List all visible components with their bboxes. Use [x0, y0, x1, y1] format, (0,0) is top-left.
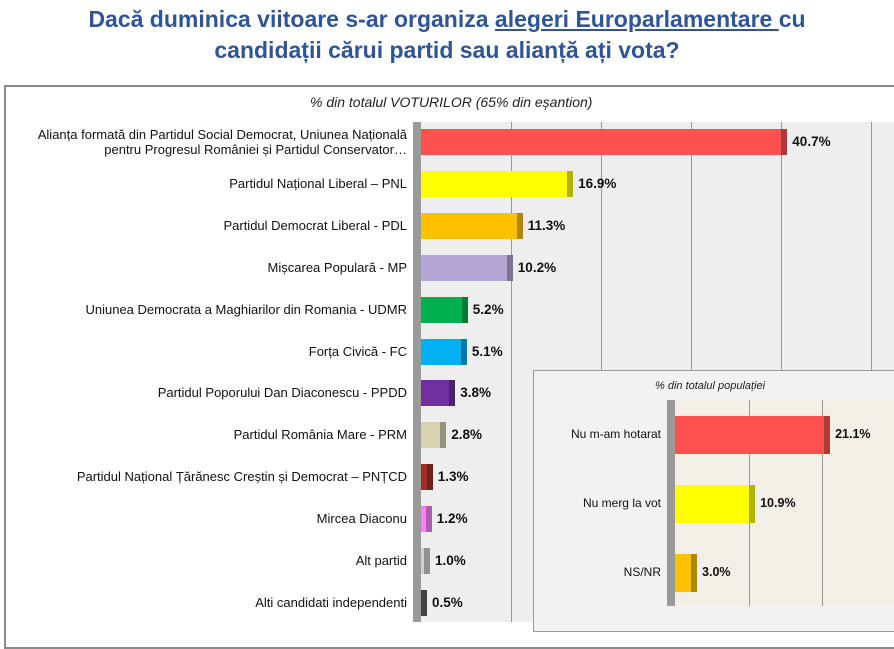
category-label: Partidul Național Țărănesc Creștin și De…: [76, 469, 407, 485]
category-label: Partidul Național Liberal – PNL: [229, 175, 407, 191]
bar: [675, 485, 756, 523]
category-label: Mircea Diaconu: [316, 511, 407, 527]
category-label: Mișcarea Populară - MP: [267, 259, 407, 275]
bar: [675, 554, 698, 592]
category-label: Alt partid: [355, 553, 407, 568]
value-label: 1.2%: [436, 511, 468, 527]
bar: [421, 548, 430, 574]
value-label: 11.3%: [527, 217, 566, 233]
category-label: Forța Civică - FC: [308, 343, 407, 359]
gridline: [511, 122, 512, 622]
title-line1: Dacă duminica viitoare s-ar organiza: [88, 6, 495, 32]
value-label: 5.1%: [471, 343, 503, 359]
axis-wall: [667, 400, 675, 606]
category-label: Nu merg la vot: [582, 496, 661, 510]
value-label: 1.0%: [435, 553, 466, 568]
bar: [421, 254, 513, 281]
category-label: Partidul România Mare - PRM: [233, 427, 407, 443]
value-label: 10.9%: [760, 496, 796, 510]
value-label: 5.2%: [472, 301, 504, 317]
page-title: Dacă duminica viitoare s-ar organiza ale…: [0, 4, 894, 66]
bar: [421, 296, 468, 323]
bar: [421, 380, 456, 407]
category-label: Partidul Democrat Liberal - PDL: [223, 217, 407, 233]
value-label: 0.5%: [432, 594, 463, 610]
bar: [421, 589, 427, 616]
title-underlined: alegeri Europarlamentare: [494, 6, 779, 32]
bar: [421, 338, 467, 365]
bar: [421, 422, 447, 449]
bar: [421, 464, 433, 491]
bar: [421, 129, 788, 155]
axis-wall: [413, 122, 421, 622]
value-label: 16.9%: [578, 175, 617, 191]
category-label: Alti candidati independenti: [255, 594, 407, 610]
value-label: 1.3%: [437, 469, 469, 485]
category-label: Alianța formată din Partidul Social Demo…: [37, 127, 407, 157]
value-label: 3.0%: [702, 565, 731, 579]
category-label: Uniunea Democrata a Maghiarilor din Roma…: [85, 301, 407, 317]
value-label: 2.8%: [451, 427, 482, 443]
bar: [421, 506, 432, 533]
value-label: 3.8%: [460, 385, 491, 401]
value-label: 40.7%: [792, 134, 831, 149]
bar: [675, 416, 831, 454]
gridline: [822, 400, 823, 606]
category-label: Nu m-am hotarat: [570, 427, 661, 441]
title-line2: candidații cărui partid sau alianță ați …: [214, 37, 680, 63]
category-label: NS/NR: [623, 565, 661, 579]
inset-chart-title: % din totalul populației: [655, 380, 766, 392]
bar: [421, 170, 574, 197]
category-label: Partidul Poporului Dan Diaconescu - PPDD: [157, 385, 407, 401]
main-chart-title: % din totalul VOTURILOR (65% din eșantio…: [310, 94, 593, 110]
value-label: 21.1%: [835, 427, 871, 441]
title-line1-end: cu: [778, 6, 806, 32]
bar: [421, 212, 523, 239]
value-label: 10.2%: [517, 259, 557, 275]
